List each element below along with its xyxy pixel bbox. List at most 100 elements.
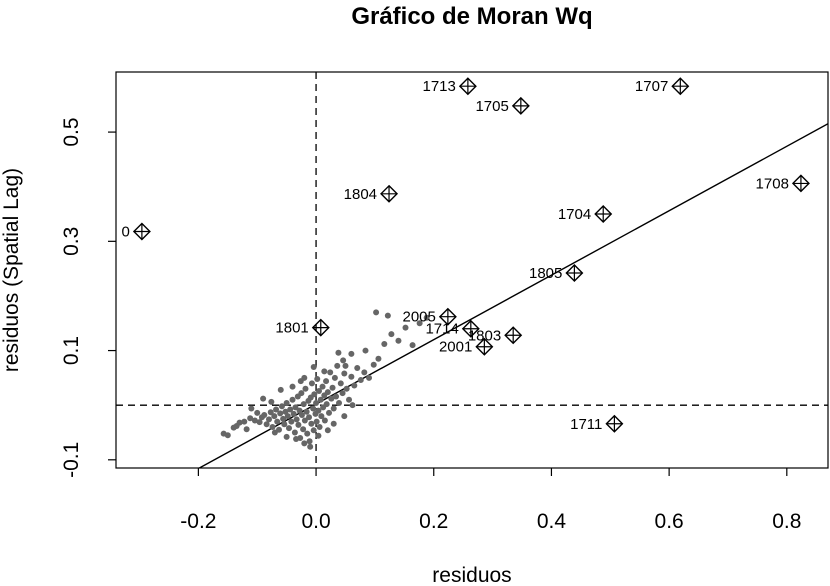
data-point (348, 350, 355, 357)
data-point (335, 349, 342, 356)
diamond-marker (458, 77, 477, 96)
data-point (395, 337, 402, 344)
data-point (271, 413, 278, 420)
data-point (357, 377, 364, 384)
data-point (302, 385, 309, 392)
cross-marker (505, 327, 522, 344)
data-point (321, 417, 328, 424)
point-label: 1714 (425, 321, 458, 338)
point-label: 1803 (468, 327, 501, 344)
data-point (285, 425, 292, 432)
cross-marker (792, 175, 809, 192)
influential-point (475, 337, 494, 356)
influential-point (605, 414, 624, 433)
cross-marker (476, 338, 493, 355)
data-point (324, 389, 331, 396)
data-point (254, 409, 261, 416)
data-point (375, 355, 382, 362)
point-label: 1708 (756, 175, 789, 192)
x-axis: -0.2 0.0 0.2 0.4 0.6 0.8 (180, 468, 801, 533)
point-labels: 1713 1707 1705 1804 1708 1704 0 1805 2005 1801 171… (122, 78, 789, 433)
data-point (323, 378, 330, 385)
data-point (224, 432, 231, 439)
data-point (297, 378, 304, 385)
data-point (328, 395, 335, 402)
data-point (329, 384, 336, 391)
data-point (298, 412, 305, 419)
influential-point (791, 174, 810, 193)
x-tick-label: 0.6 (655, 510, 684, 533)
data-point (318, 413, 325, 420)
data-point (300, 401, 307, 408)
data-point (348, 373, 355, 380)
regression-line (197, 123, 828, 468)
data-point (319, 383, 326, 390)
cross-marker (595, 206, 612, 223)
data-point (278, 403, 285, 410)
data-point (343, 385, 350, 392)
point-label: 0 (122, 223, 130, 240)
data-point (316, 387, 323, 394)
data-point (349, 402, 356, 409)
data-point (277, 386, 284, 393)
data-point (277, 410, 284, 417)
data-point (281, 421, 288, 428)
plot-frame (115, 71, 829, 469)
data-point (287, 406, 294, 413)
influential-point (511, 96, 530, 115)
influential-point (458, 77, 477, 96)
y-axis: -0.1 0.1 0.3 0.5 (60, 117, 116, 478)
y-tick-label: 0.5 (60, 117, 83, 146)
point-label: 1707 (635, 78, 668, 95)
data-point (283, 433, 290, 440)
y-tick-label: 0.3 (60, 227, 83, 256)
cross-marker (512, 97, 529, 114)
data-point (289, 396, 296, 403)
x-tick-label: 0.2 (419, 510, 448, 533)
data-point (326, 409, 333, 416)
point-label: 1801 (275, 320, 308, 337)
point-label: 1805 (529, 265, 562, 282)
data-point (340, 357, 347, 364)
data-point (313, 400, 320, 407)
diamond-marker (671, 77, 690, 96)
data-point (263, 421, 270, 428)
data-point (284, 413, 291, 420)
data-point (381, 341, 388, 348)
data-point (314, 375, 321, 382)
point-label: 1804 (344, 186, 377, 203)
data-point (323, 401, 330, 408)
influential-point (438, 307, 457, 326)
data-point (306, 438, 313, 445)
data-point (295, 421, 302, 428)
data-point (308, 420, 315, 427)
data-point (274, 418, 281, 425)
data-point (330, 405, 337, 412)
data-point (307, 443, 314, 450)
data-point (269, 424, 276, 431)
data-point (341, 413, 348, 420)
data-point (304, 430, 311, 437)
data-point (256, 419, 263, 426)
data-point (336, 400, 343, 407)
data-point (315, 407, 322, 414)
data-point (301, 440, 308, 447)
data-point (362, 347, 369, 354)
cross-marker (133, 223, 150, 240)
influential-point (461, 319, 480, 338)
data-point (308, 380, 315, 387)
cross-marker (312, 319, 329, 336)
data-point (334, 362, 341, 369)
influential-point (132, 222, 151, 241)
data-point (330, 420, 337, 427)
chart-title: Gráfico de Moran Wq (351, 3, 592, 30)
diamond-marker (438, 307, 457, 326)
data-point (388, 331, 395, 338)
data-point (366, 374, 373, 381)
data-point (351, 382, 358, 389)
data-point (291, 429, 298, 436)
influential-point (311, 318, 330, 337)
cross-marker (462, 320, 479, 337)
data-point (298, 390, 305, 397)
